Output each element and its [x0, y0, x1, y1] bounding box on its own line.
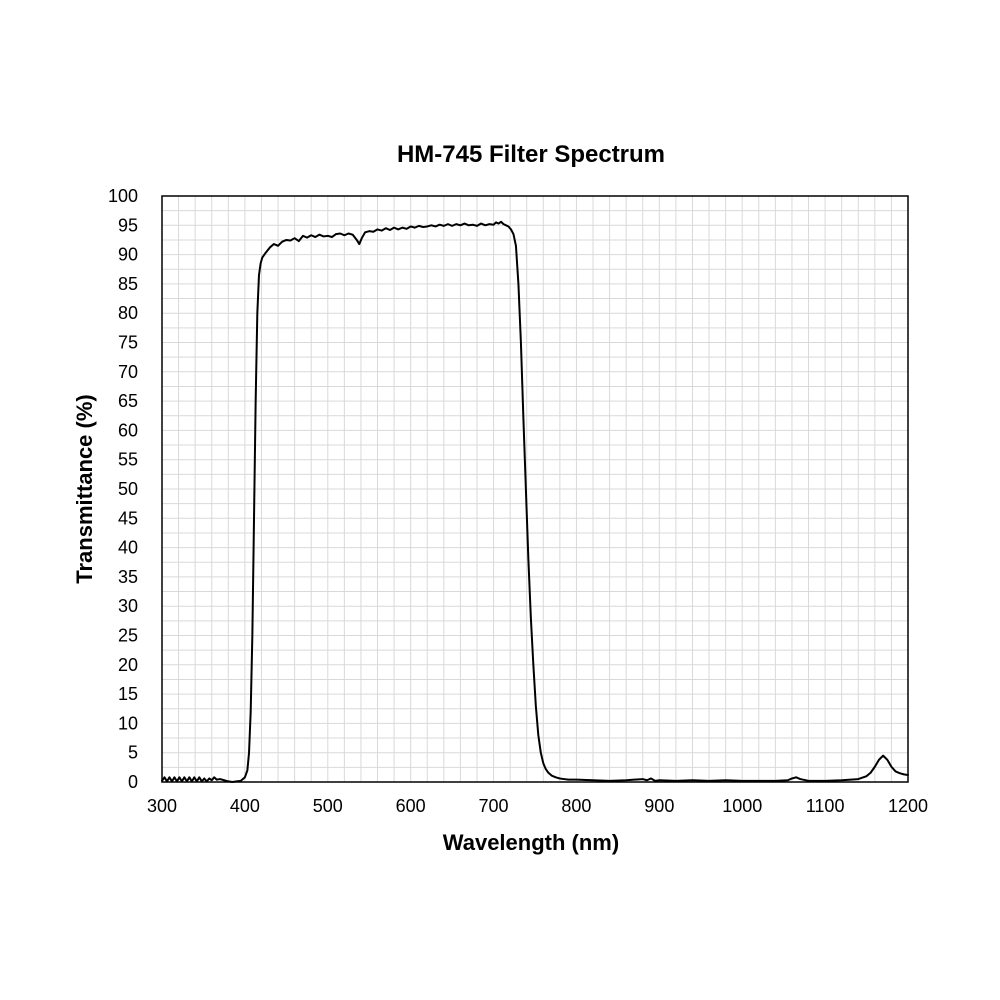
y-tick-label: 70: [118, 362, 138, 382]
x-tick-label: 900: [644, 796, 674, 816]
x-tick-label: 1000: [722, 796, 762, 816]
y-tick-label: 60: [118, 420, 138, 440]
y-tick-label: 85: [118, 274, 138, 294]
x-axis-tick-labels: 300 400 500 600 700 800 900 1000 1100 1200: [147, 796, 928, 816]
x-tick-label: 1100: [806, 796, 845, 816]
y-tick-label: 10: [118, 713, 138, 733]
y-tick-label: 20: [118, 655, 138, 675]
y-tick-label: 50: [118, 479, 138, 499]
y-axis-tick-labels: 0 5 10 15 20 25 30 35 40 45 50 55 60 65 70 75 80 85 90 95 10…: [108, 186, 138, 792]
x-tick-label: 700: [479, 796, 509, 816]
y-tick-label: 45: [118, 508, 138, 528]
x-tick-label: 400: [230, 796, 260, 816]
x-tick-label: 300: [147, 796, 177, 816]
x-tick-label: 1200: [888, 796, 928, 816]
y-tick-label: 35: [118, 567, 138, 587]
y-tick-label: 90: [118, 245, 138, 265]
y-axis-title: Transmittance (%): [72, 394, 97, 584]
y-tick-label: 25: [118, 626, 138, 646]
y-tick-label: 40: [118, 538, 138, 558]
y-tick-label: 0: [128, 772, 138, 792]
y-tick-label: 65: [118, 391, 138, 411]
x-tick-label: 800: [561, 796, 591, 816]
y-tick-label: 55: [118, 450, 138, 470]
y-tick-label: 30: [118, 596, 138, 616]
y-tick-label: 95: [118, 215, 138, 235]
plot-area-frame: [161, 195, 909, 783]
chart-title: HM-745 Filter Spectrum: [397, 141, 665, 168]
y-tick-label: 5: [128, 743, 138, 763]
y-tick-label: 80: [118, 303, 138, 323]
minor-gridlines: [161, 195, 909, 783]
x-tick-label: 500: [313, 796, 343, 816]
x-axis-title: Wavelength (nm): [443, 830, 619, 855]
y-tick-label: 100: [108, 186, 138, 206]
y-tick-label: 15: [118, 684, 138, 704]
x-tick-label: 600: [396, 796, 426, 816]
y-tick-label: 75: [118, 333, 138, 353]
